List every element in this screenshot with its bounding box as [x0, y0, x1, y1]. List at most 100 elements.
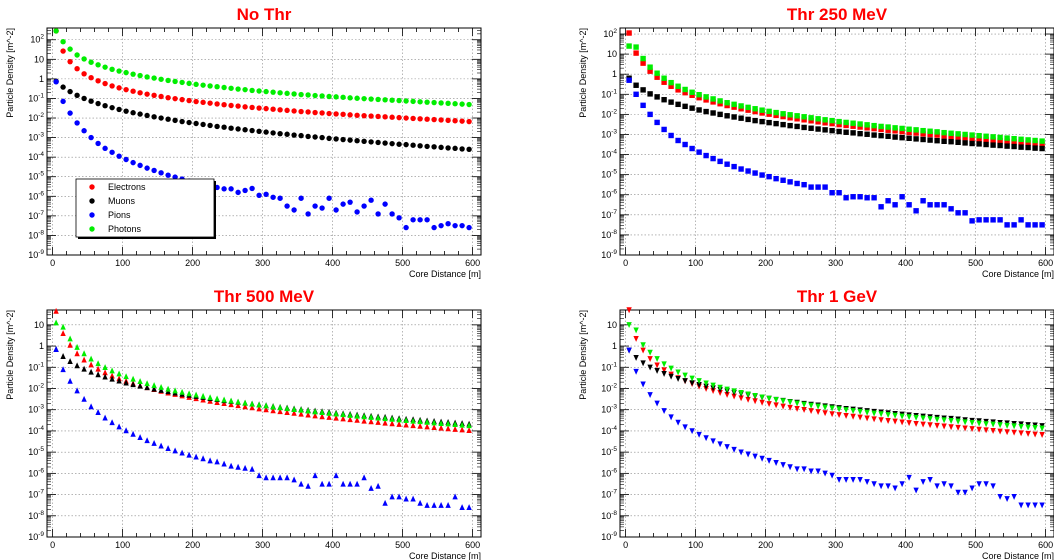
data-point — [410, 417, 416, 424]
data-point — [291, 108, 297, 114]
legend-box — [75, 178, 215, 238]
data-point — [410, 98, 416, 105]
data-point — [438, 420, 444, 426]
data-point — [745, 391, 751, 398]
data-point — [193, 453, 199, 460]
data-point — [403, 141, 409, 148]
data-point — [431, 116, 437, 123]
data-point — [333, 414, 339, 421]
data-point — [116, 68, 122, 74]
data-point — [1004, 422, 1010, 429]
data-point — [675, 87, 681, 93]
series-muons — [626, 75, 1045, 152]
series-photons — [53, 319, 472, 429]
data-point — [158, 442, 164, 449]
data-point — [88, 355, 94, 362]
data-point — [179, 96, 185, 103]
data-point — [920, 136, 926, 143]
data-point — [773, 112, 779, 119]
data-point — [207, 394, 213, 401]
data-point — [808, 115, 814, 121]
data-point — [123, 379, 129, 386]
data-point — [1032, 431, 1038, 438]
y-tick-label: 10-6 — [601, 467, 617, 478]
data-point — [668, 79, 674, 86]
data-point — [242, 86, 248, 93]
data-point — [340, 411, 346, 418]
data-point — [962, 210, 968, 216]
data-point — [766, 395, 772, 402]
data-point — [990, 217, 996, 223]
data-point — [130, 110, 136, 116]
data-point — [1004, 429, 1010, 436]
plot-frame — [619, 27, 1054, 256]
data-point — [130, 430, 136, 437]
data-point — [291, 409, 297, 416]
y-tick-label: 10-1 — [601, 88, 617, 99]
data-point — [445, 425, 451, 432]
data-point — [955, 418, 961, 425]
data-point — [109, 83, 115, 89]
data-point — [263, 474, 269, 481]
y-tick-label: 10-2 — [28, 382, 44, 393]
data-point — [389, 97, 395, 103]
data-point — [88, 368, 94, 375]
data-point — [675, 137, 681, 144]
data-point — [696, 381, 702, 388]
data-point — [74, 92, 80, 99]
data-point — [822, 120, 828, 126]
data-point — [81, 395, 87, 402]
x-tick-label: 300 — [828, 258, 843, 268]
data-point — [1039, 502, 1045, 509]
grid — [620, 28, 1054, 256]
data-point — [172, 117, 178, 124]
data-point — [759, 107, 765, 113]
data-point — [333, 136, 339, 142]
y-tick-label: 1 — [612, 341, 617, 351]
data-point — [934, 129, 940, 135]
data-point — [794, 405, 800, 412]
data-point — [361, 474, 367, 481]
data-point — [850, 408, 856, 414]
data-point — [913, 127, 919, 133]
data-point — [270, 194, 276, 200]
data-point — [731, 163, 737, 170]
x-tick-label: 500 — [968, 540, 983, 550]
data-point — [368, 113, 374, 119]
data-point — [801, 117, 807, 123]
series-pions — [626, 347, 1045, 509]
data-point — [1032, 425, 1038, 431]
data-point — [990, 134, 996, 140]
data-point — [277, 474, 283, 481]
data-point — [675, 101, 681, 108]
data-point — [200, 99, 206, 106]
data-point — [1025, 140, 1031, 146]
data-point — [263, 105, 269, 112]
data-point — [647, 392, 653, 399]
data-point — [633, 44, 639, 50]
data-point — [731, 388, 737, 395]
data-point — [158, 384, 164, 390]
data-point — [892, 125, 898, 131]
data-point — [941, 202, 947, 208]
data-point — [626, 30, 632, 36]
data-point — [158, 93, 164, 100]
data-point — [906, 474, 912, 481]
data-point — [438, 501, 444, 508]
data-point — [242, 127, 248, 133]
data-point — [654, 119, 660, 126]
data-point — [214, 399, 220, 405]
chart-title: Thr 250 MeV — [787, 5, 888, 24]
data-point — [710, 438, 716, 445]
data-point — [452, 222, 458, 229]
y-axis-label: Particle Density [m^-2] — [5, 310, 15, 400]
data-point — [172, 78, 178, 85]
data-point — [95, 365, 101, 372]
series-pions — [53, 346, 472, 510]
data-point — [696, 107, 702, 113]
data-point — [137, 162, 143, 169]
data-point — [787, 404, 793, 411]
data-point — [88, 361, 94, 368]
data-point — [780, 111, 786, 117]
data-point — [871, 481, 877, 488]
